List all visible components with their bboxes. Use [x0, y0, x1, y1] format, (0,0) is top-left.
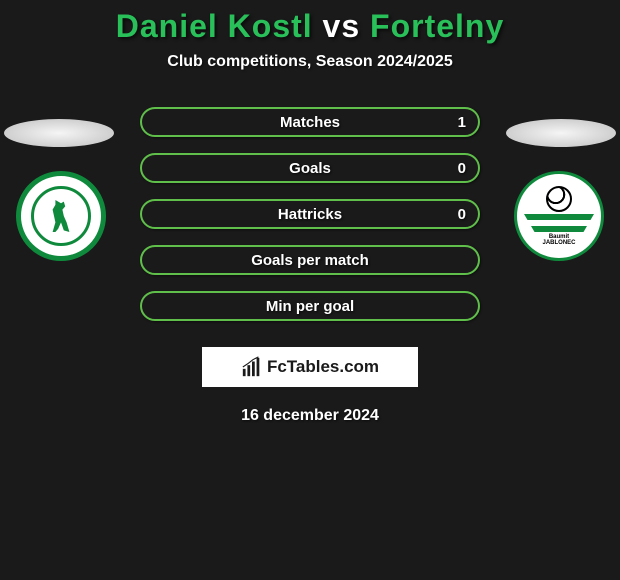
badge-text: Baumit JABLONEC — [542, 234, 575, 246]
player1-name: Daniel Kostl — [116, 8, 313, 44]
football-icon — [546, 186, 572, 212]
kangaroo-icon — [47, 200, 75, 232]
stat-label: Matches — [280, 114, 340, 131]
badge-inner-ring — [31, 186, 91, 246]
comparison-title: Daniel Kostl vs Fortelny — [0, 0, 620, 45]
stat-row: Min per goal — [140, 291, 480, 321]
shadow-ellipse-left — [4, 119, 114, 147]
stats-area: Baumit JABLONEC Matches 1 Goals 0 Hattricks 0… — [0, 107, 620, 321]
branding-text: FcTables.com — [267, 357, 379, 377]
team-badge-left — [16, 171, 106, 261]
badge-text-2: JABLONEC — [542, 240, 575, 246]
stat-row: Goals 0 — [140, 153, 480, 183]
branding-box: FcTables.com — [202, 347, 418, 387]
stat-value-right: 1 — [458, 114, 466, 131]
stat-label: Goals — [289, 160, 331, 177]
stat-rows: Matches 1 Goals 0 Hattricks 0 Goals per match M… — [140, 107, 480, 321]
bar-chart-icon — [241, 356, 263, 378]
player2-name: Fortelny — [370, 8, 504, 44]
vs-word: vs — [323, 8, 361, 44]
badge-stripes — [524, 214, 594, 232]
stat-value-right: 0 — [458, 160, 466, 177]
shadow-ellipse-right — [506, 119, 616, 147]
team-badge-right: Baumit JABLONEC — [514, 171, 604, 261]
date: 16 december 2024 — [0, 407, 620, 425]
stat-row: Goals per match — [140, 245, 480, 275]
stat-label: Goals per match — [251, 252, 369, 269]
stat-value-right: 0 — [458, 206, 466, 223]
subtitle: Club competitions, Season 2024/2025 — [0, 53, 620, 71]
stat-row: Hattricks 0 — [140, 199, 480, 229]
stat-label: Hattricks — [278, 206, 342, 223]
stat-label: Min per goal — [266, 298, 354, 315]
stat-row: Matches 1 — [140, 107, 480, 137]
